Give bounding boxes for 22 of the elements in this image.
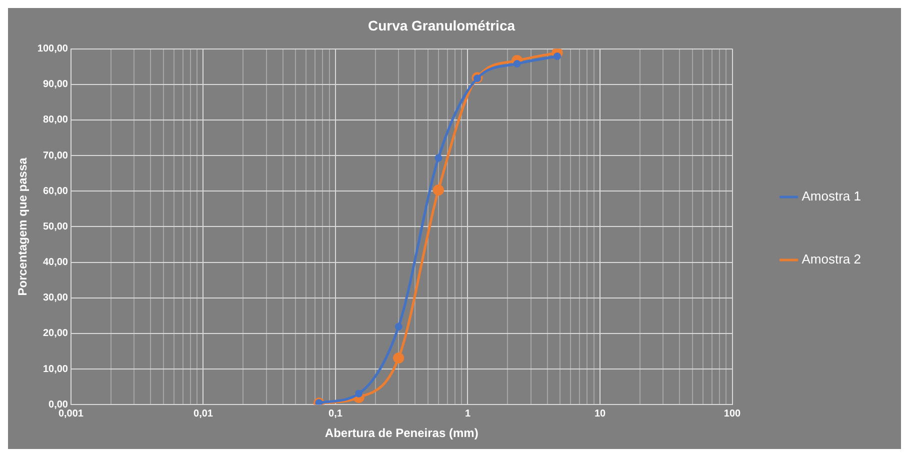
x-tick-label: 0,1	[328, 408, 343, 420]
legend-label: Amostra 1	[802, 188, 862, 204]
y-tick-label: 50,00	[42, 221, 68, 232]
x-axis-title: Abertura de Peneiras (mm)	[324, 426, 478, 440]
y-tick-label: 60,00	[42, 186, 68, 197]
y-tick-label: 10,00	[42, 364, 68, 375]
x-tick-label: 10	[594, 408, 606, 420]
y-tick-label: 100,00	[37, 44, 68, 55]
y-axis-title: Porcentagem que passa	[16, 157, 30, 296]
legend-label: Amostra 2	[802, 252, 862, 267]
x-tick-label: 0,01	[194, 408, 214, 420]
x-tick-label: 0,001	[58, 408, 84, 420]
x-tick-label: 100	[724, 408, 742, 420]
y-tick-label: 80,00	[42, 114, 68, 126]
y-tick-label: 40,00	[42, 257, 68, 268]
y-tick-label: 70,00	[42, 150, 68, 162]
y-tick-label: 90,00	[42, 79, 68, 90]
y-tick-label: 20,00	[42, 328, 68, 340]
chart-title: Curva Granulométrica	[368, 17, 516, 34]
y-tick-label: 0,00	[48, 399, 68, 410]
y-tick-label: 30,00	[42, 292, 68, 304]
x-tick-label: 1	[464, 408, 471, 420]
